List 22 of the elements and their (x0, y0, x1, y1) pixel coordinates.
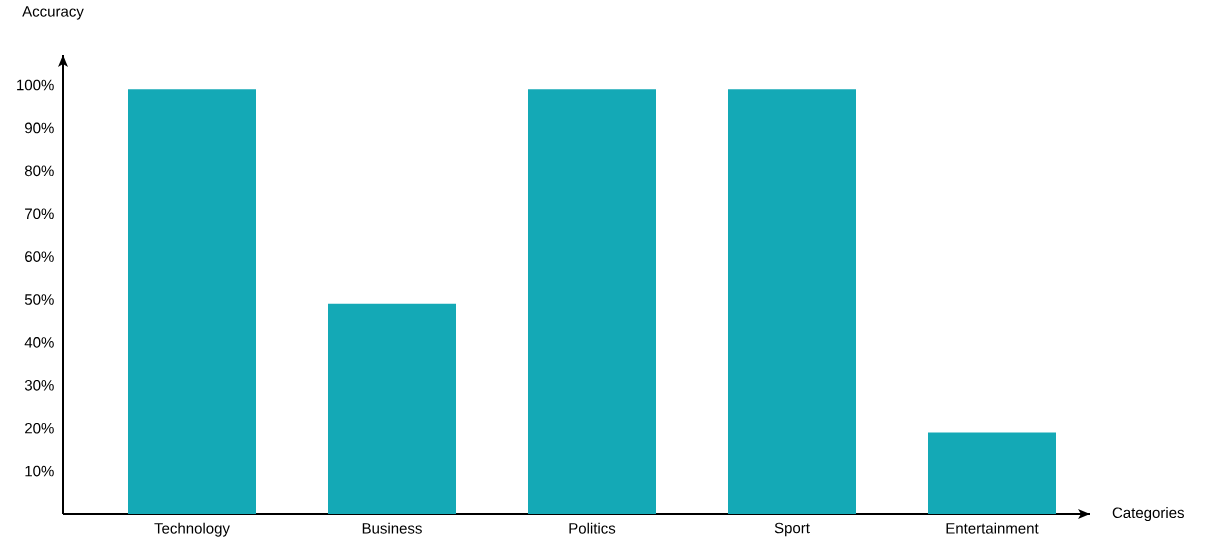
x-tick-label: Politics (569, 522, 616, 534)
y-tick-label: 20% (25, 422, 54, 434)
y-tick-label: 100% (17, 79, 54, 91)
x-tick-label: Business (362, 522, 422, 534)
y-tick-label: 90% (25, 122, 54, 134)
y-tick-label: 80% (24, 165, 54, 177)
bar (528, 89, 656, 514)
y-tick-label: 70% (25, 208, 54, 220)
bar (728, 89, 856, 514)
bar (128, 89, 256, 514)
y-tick-label: 10% (25, 465, 54, 477)
x-tick-label: Sport (774, 522, 810, 537)
y-axis-title: Accuracy (22, 6, 84, 20)
y-tick-label: 40% (24, 337, 54, 348)
bar (328, 303, 457, 514)
y-tick-label: 60% (25, 251, 54, 262)
x-tick-label: Entertainment (946, 522, 1039, 534)
x-tick-label: Technology (154, 522, 230, 537)
y-tick-label: 50% (24, 294, 54, 305)
bar (928, 432, 1056, 514)
x-axis-title: Categories (1112, 507, 1184, 521)
y-tick-label: 30% (24, 379, 54, 391)
